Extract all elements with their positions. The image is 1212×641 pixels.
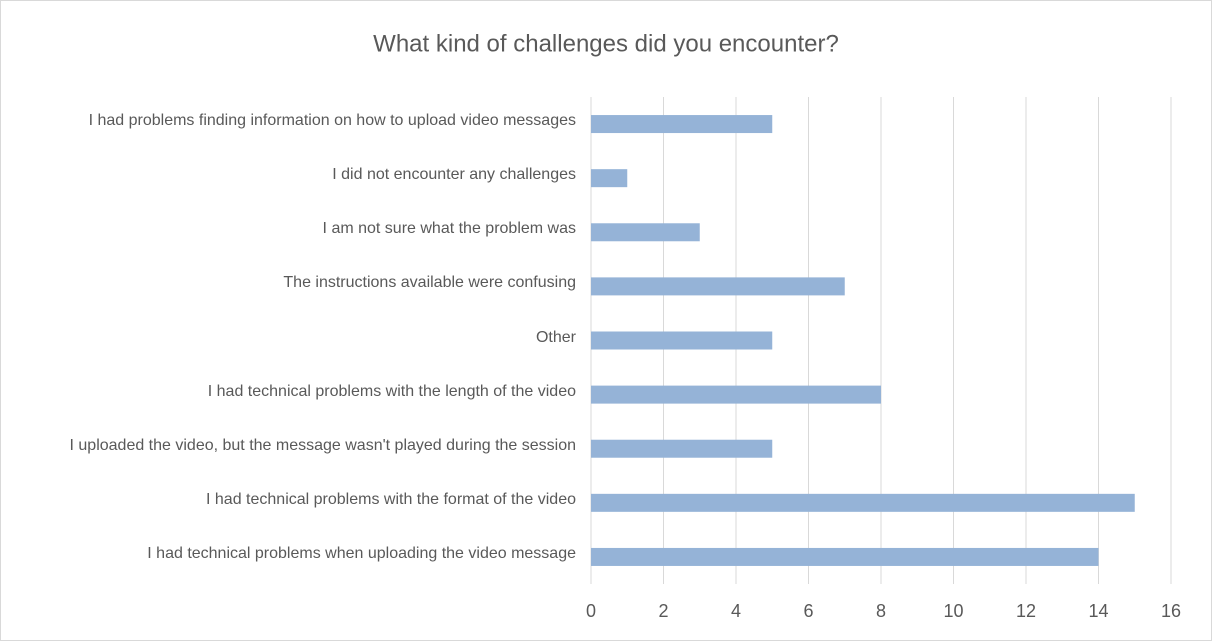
y-tick-label: I did not encounter any challenges [332,166,576,184]
y-tick-label: I am not sure what the problem was [322,220,576,238]
y-tick-label: I had problems finding information on ho… [88,112,576,130]
x-tick-label: 12 [1016,601,1036,621]
x-tick-label: 0 [586,601,596,621]
bar [591,385,881,404]
bar [591,223,700,242]
bar [591,331,773,350]
bar [591,547,1099,566]
y-tick-label: I had technical problems with the format… [206,490,576,508]
bar [591,115,773,134]
x-tick-label: 6 [803,601,813,621]
chart-title: What kind of challenges did you encounte… [373,30,839,57]
y-tick-label: I had technical problems with the length… [207,382,576,400]
x-tick-label: 2 [658,601,668,621]
y-tick-label-box: The instructions available were confusin… [11,254,576,312]
y-tick-label: The instructions available were confusin… [283,274,576,292]
y-tick-label-box: I had problems finding information on ho… [11,92,576,150]
y-tick-label-box: I did not encounter any challenges [11,146,576,204]
y-tick-label-box: I had technical problems with the format… [11,471,576,529]
x-tick-label: 16 [1161,601,1181,621]
y-tick-label-box: I had technical problems when uploading … [11,525,576,583]
y-tick-label-box: I had technical problems with the length… [11,363,576,421]
bar [591,439,773,458]
bar [591,277,845,296]
x-tick-label: 4 [731,601,741,621]
x-tick-label: 8 [876,601,886,621]
y-tick-label: I had technical problems when uploading … [147,544,576,562]
y-tick-label: I uploaded the video, but the message wa… [69,436,577,454]
bar [591,493,1135,512]
y-tick-label: Other [535,328,576,346]
bar [591,169,628,188]
x-tick-label: 14 [1088,601,1108,621]
y-tick-label-box: Other [11,309,576,367]
x-tick-label: 10 [943,601,963,621]
y-tick-label-box: I am not sure what the problem was [11,200,576,258]
y-tick-label-box: I uploaded the video, but the message wa… [11,417,577,475]
